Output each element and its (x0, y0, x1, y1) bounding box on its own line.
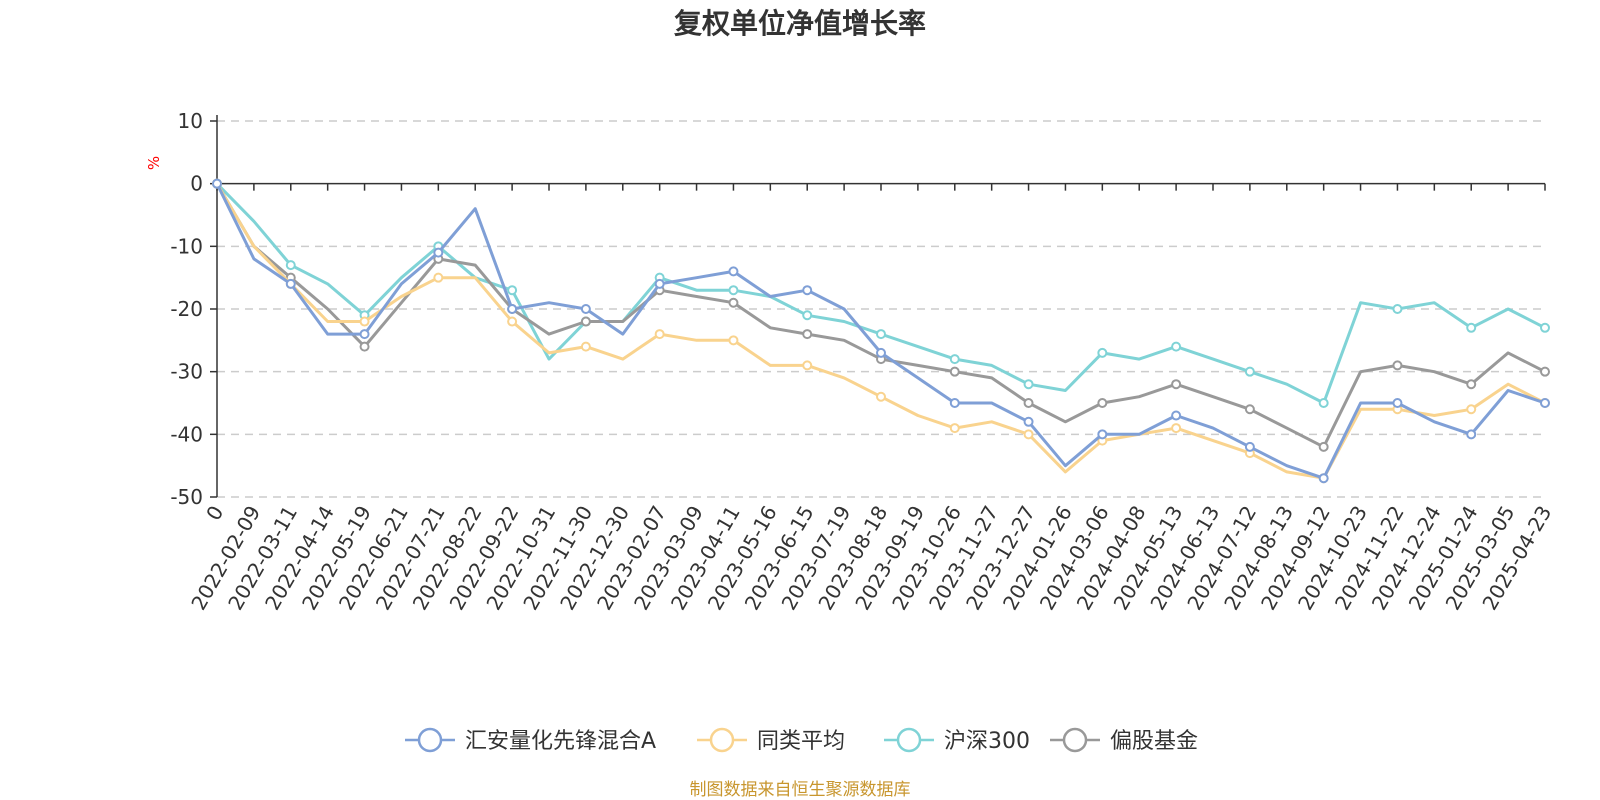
legend-symbol (1062, 727, 1088, 753)
y-tick-label: -50 (170, 485, 203, 509)
series-point (433, 247, 444, 258)
series-point (580, 316, 591, 327)
y-tick-label: 10 (178, 109, 203, 133)
series-point (507, 316, 518, 327)
legend-label: 沪深300 (944, 729, 1030, 754)
series-point (1392, 398, 1403, 408)
series-point (802, 310, 813, 321)
series-point (728, 285, 739, 296)
y-axis: 10 0 -10 -20 -30 -40 -50 (170, 109, 218, 509)
legend-item-2[interactable]: 沪深300 (884, 727, 1030, 754)
series-point (1023, 379, 1034, 390)
legend-item-1[interactable]: 同类平均 (697, 727, 845, 754)
series-point (1540, 322, 1550, 333)
y-axis-unit: % (145, 156, 163, 170)
y-tick-label: -20 (170, 297, 203, 321)
series-point (580, 341, 591, 352)
series-point (212, 178, 222, 189)
series-point (1244, 366, 1255, 377)
series-point (1171, 379, 1182, 390)
legend-item-3[interactable]: 偏股基金 (1050, 727, 1198, 754)
series-point (1171, 423, 1182, 434)
series-point (728, 297, 739, 308)
series-point (876, 347, 886, 358)
series-point (359, 341, 370, 352)
series-point (949, 366, 960, 377)
series-point (1171, 341, 1182, 352)
series-point (876, 391, 886, 402)
series-point (433, 272, 444, 283)
series-point (1318, 398, 1329, 408)
y-tick-label: -40 (170, 422, 203, 446)
series-point (507, 304, 518, 314)
series-point (654, 278, 665, 289)
series-point (1097, 347, 1108, 358)
grid-lines (217, 120, 1545, 498)
series-point (1097, 398, 1108, 408)
series-point (1171, 410, 1182, 421)
chart-title: 复权单位净值增长率 (674, 7, 926, 40)
series-point (728, 266, 739, 277)
series-point (1097, 429, 1108, 440)
series-point (1244, 441, 1255, 452)
series-point (1023, 398, 1034, 408)
series-point (1318, 441, 1329, 452)
series-point (728, 335, 739, 346)
series-point (1540, 366, 1550, 377)
legend-item-0[interactable]: 汇安量化先锋混合A (405, 727, 656, 754)
series-point (1392, 304, 1403, 314)
series-lines (212, 178, 1550, 484)
series-point (1318, 473, 1329, 484)
series-line-2 (215, 182, 1546, 405)
series-point (507, 285, 518, 296)
series-point (1244, 404, 1255, 415)
series-point (876, 329, 886, 340)
y-tick-label: -30 (170, 360, 203, 384)
y-tick-label: -10 (170, 234, 203, 258)
legend-label: 偏股基金 (1110, 729, 1198, 754)
series-point (1392, 360, 1403, 371)
legend-label: 汇安量化先锋混合A (465, 729, 656, 754)
y-tick-label: 0 (190, 172, 203, 196)
series-point (802, 360, 813, 371)
source-note: 制图数据来自恒生聚源数据库 (690, 780, 911, 800)
series-point (949, 354, 960, 365)
series-point (1466, 322, 1477, 333)
series-point (1023, 416, 1034, 427)
legend-label: 同类平均 (757, 729, 845, 754)
series-point (1023, 429, 1034, 440)
series-point (285, 278, 296, 289)
series-point (580, 304, 591, 314)
series-point (1540, 398, 1550, 408)
series-point (654, 329, 665, 340)
series-point (949, 398, 960, 408)
legend-symbol (417, 727, 443, 753)
series-point (802, 329, 813, 340)
series-point (1466, 379, 1477, 390)
series-line-3 (215, 182, 1546, 449)
legend-symbol (709, 727, 735, 753)
series-point (1466, 404, 1477, 415)
legend[interactable]: 汇安量化先锋混合A 同类平均 沪深300 偏股基金 (405, 727, 1198, 754)
series-point (359, 329, 370, 340)
x-tick-label: 0 (201, 502, 228, 525)
x-axis: 02022-02-092022-03-112022-04-142022-05-1… (186, 182, 1556, 614)
series-point (1466, 429, 1477, 440)
series-point (359, 316, 370, 327)
legend-symbol (896, 727, 922, 753)
series-point (285, 260, 296, 271)
series-point (949, 423, 960, 434)
series-point (802, 285, 813, 296)
